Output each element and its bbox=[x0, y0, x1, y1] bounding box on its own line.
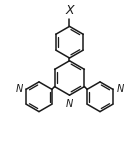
Text: N: N bbox=[66, 99, 73, 109]
Text: N: N bbox=[116, 84, 124, 94]
Text: N: N bbox=[15, 84, 23, 94]
Text: X: X bbox=[65, 4, 74, 17]
